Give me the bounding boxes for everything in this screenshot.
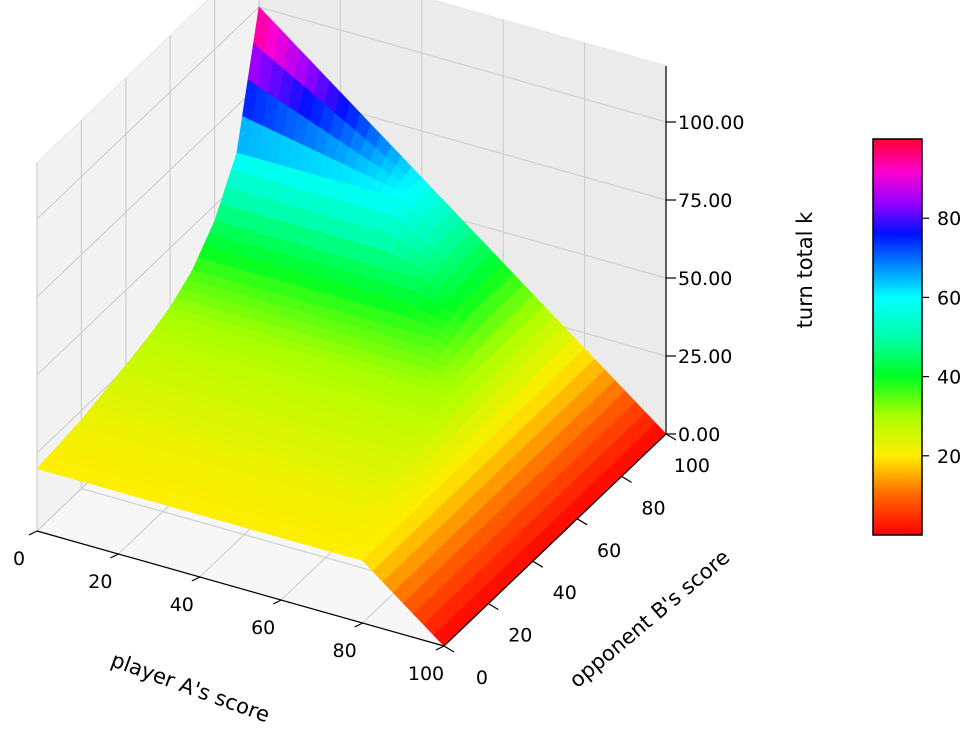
y-tick-mark (665, 433, 677, 441)
x-tick-mark (272, 599, 282, 605)
colorbar-gradient (872, 138, 923, 536)
y-tick-label: 80 (641, 497, 665, 519)
z-axis-label: turn total k (793, 211, 817, 328)
tick-labels: 0 20 40 60 80 100 0 20 40 60 80 100 0.00 25.00 50.00 75… (13, 112, 745, 689)
x-tick-label: 60 (251, 617, 275, 639)
colorbar-tick-label: 80 (937, 208, 961, 230)
z-tick-label: 100.00 (678, 112, 744, 134)
colorbar-tick-label: 40 (937, 367, 961, 389)
y-tick-label: 100 (674, 455, 710, 477)
x-tick-label: 20 (88, 571, 112, 593)
axis-lines (36, 65, 667, 647)
y-tick-label: 40 (553, 582, 577, 604)
y-tick-mark (488, 603, 499, 611)
x-tick-label: 100 (408, 663, 444, 685)
x-tick-mark (435, 645, 445, 651)
colorbar-ticks: 20 40 60 80 (922, 208, 961, 468)
z-tick-label: 25.00 (678, 346, 732, 368)
y-axis-line (443, 433, 667, 647)
x-axis-line (36, 530, 445, 647)
y-tick-label: 20 (508, 625, 532, 647)
colorbar-tick-label: 20 (937, 446, 961, 468)
x-tick-mark (110, 553, 119, 559)
x-tick-label: 0 (13, 548, 25, 570)
x-tick-mark (191, 576, 201, 582)
y-tick-mark (576, 518, 588, 526)
x-axis-label: player A's score (108, 648, 273, 728)
x-tick-label: 80 (333, 640, 357, 662)
colorbar-tick-label: 60 (937, 287, 961, 309)
y-tick-mark (621, 475, 632, 483)
z-tick-label: 0.00 (678, 424, 720, 446)
colorbar: 20 40 60 80 (872, 138, 961, 536)
surface-mesh (36, 6, 667, 647)
y-tick-label: 0 (476, 667, 488, 689)
y-tick-mark (443, 645, 455, 653)
x-tick-mark (354, 622, 363, 628)
y-axis-label: opponent B's score (565, 545, 734, 693)
y-tick-mark (532, 560, 544, 568)
z-tick-label: 50.00 (678, 268, 732, 290)
x-tick-label: 40 (170, 594, 194, 616)
y-tick-label: 60 (597, 540, 621, 562)
z-tick-label: 75.00 (678, 190, 732, 212)
x-tick-mark (28, 530, 38, 536)
